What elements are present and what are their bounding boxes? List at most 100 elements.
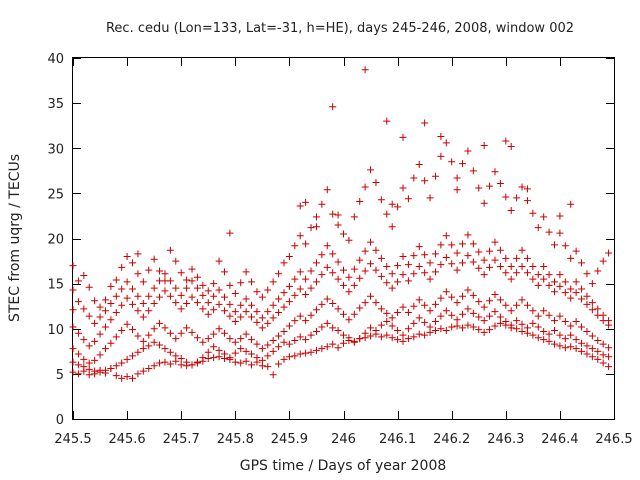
data-point (101, 307, 109, 315)
data-point (177, 355, 185, 363)
data-point (248, 361, 256, 369)
data-point (361, 247, 369, 255)
data-point (437, 133, 445, 141)
data-point (518, 246, 526, 254)
data-point (193, 358, 201, 366)
data-point (129, 285, 137, 293)
data-point (253, 318, 261, 326)
data-point (183, 284, 191, 292)
data-point (404, 195, 412, 203)
data-point (91, 356, 99, 364)
data-point (156, 359, 164, 367)
data-point (388, 334, 396, 342)
data-point (204, 348, 212, 356)
data-point (599, 351, 607, 359)
data-point (437, 294, 445, 302)
data-point (599, 340, 607, 348)
data-point (529, 209, 537, 217)
data-point (253, 288, 261, 296)
data-point (594, 355, 602, 363)
data-point (464, 147, 472, 155)
data-point (588, 345, 596, 353)
data-point (334, 258, 342, 266)
y-axis-label: STEC from uqrg / TECUs (7, 154, 23, 322)
data-point (556, 282, 564, 290)
data-point (367, 260, 375, 268)
data-point (415, 314, 423, 322)
data-point (112, 309, 120, 317)
data-point (323, 242, 331, 250)
data-point (220, 329, 228, 337)
data-point (118, 285, 126, 293)
data-point (280, 289, 288, 297)
data-point (431, 300, 439, 308)
data-point (550, 288, 558, 296)
data-point (561, 318, 569, 326)
data-point (123, 278, 131, 286)
data-point (578, 295, 586, 303)
data-point (556, 271, 564, 279)
data-point (258, 345, 266, 353)
data-point (166, 329, 174, 337)
data-point (383, 210, 391, 218)
data-point (172, 284, 180, 292)
data-point (399, 337, 407, 345)
data-point (437, 325, 445, 333)
data-point (399, 271, 407, 279)
data-point (388, 270, 396, 278)
data-point (80, 363, 88, 371)
data-point (302, 290, 310, 298)
data-point (480, 199, 488, 207)
data-point (253, 354, 261, 362)
data-point (459, 240, 467, 248)
data-point (496, 296, 504, 304)
data-point (410, 302, 418, 310)
data-point (415, 243, 423, 251)
data-point (475, 313, 483, 321)
data-point (464, 231, 472, 239)
data-point (215, 300, 223, 308)
data-point (496, 246, 504, 254)
data-point (394, 278, 402, 286)
data-point (199, 338, 207, 346)
data-point (199, 291, 207, 299)
data-point (145, 364, 153, 372)
data-point (172, 352, 180, 360)
data-point (572, 345, 580, 353)
data-point (285, 298, 293, 306)
data-point (177, 361, 185, 369)
data-point (529, 331, 537, 339)
data-point (323, 295, 331, 303)
data-point (215, 325, 223, 333)
data-point (469, 258, 477, 266)
data-point (329, 103, 337, 111)
data-point (421, 269, 429, 277)
data-point (242, 268, 250, 276)
data-point (480, 328, 488, 336)
data-point (156, 319, 164, 327)
data-point (183, 324, 191, 332)
data-point (231, 318, 239, 326)
data-point (69, 286, 77, 294)
data-point (356, 335, 364, 343)
data-point (302, 198, 310, 206)
data-point (431, 318, 439, 326)
data-point (264, 308, 272, 316)
data-point (166, 277, 174, 285)
data-point (242, 330, 250, 338)
data-point (594, 305, 602, 313)
data-point (426, 259, 434, 267)
data-point (215, 353, 223, 361)
data-point (285, 353, 293, 361)
data-point (491, 238, 499, 246)
data-point (96, 313, 104, 321)
data-point (545, 228, 553, 236)
data-point (567, 294, 575, 302)
data-point (529, 275, 537, 283)
data-point (550, 278, 558, 286)
data-point (534, 271, 542, 279)
data-point (269, 278, 277, 286)
y-tick-label: 35 (47, 97, 64, 112)
data-point (356, 256, 364, 264)
data-point (469, 291, 477, 299)
